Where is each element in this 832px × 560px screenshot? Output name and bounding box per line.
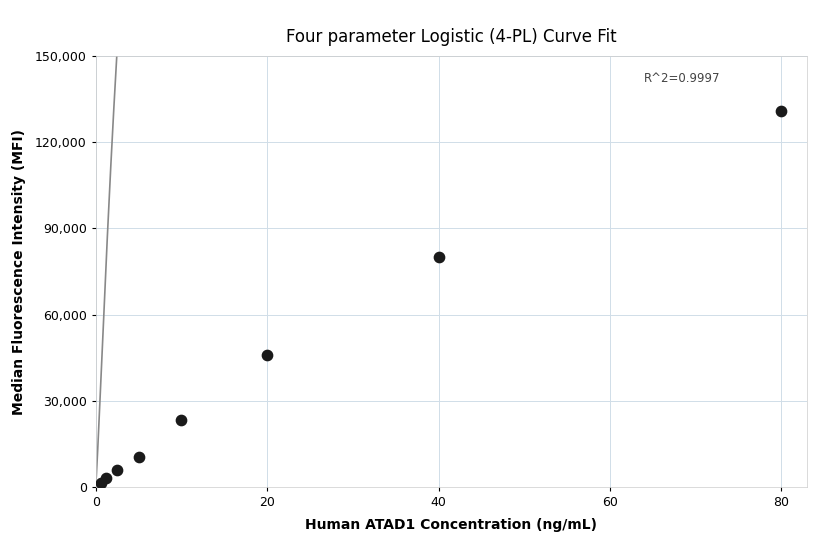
Point: [132, 452, 146, 461]
Point: [111, 465, 124, 474]
Point: [775, 106, 788, 115]
Point: [260, 351, 274, 360]
Point: [94, 478, 107, 487]
Point: [432, 253, 445, 262]
Point: [175, 415, 188, 424]
X-axis label: Human ATAD1 Concentration (ng/mL): Human ATAD1 Concentration (ng/mL): [305, 517, 597, 531]
Text: R^2=0.9997: R^2=0.9997: [644, 72, 721, 85]
Y-axis label: Median Fluorescence Intensity (MFI): Median Fluorescence Intensity (MFI): [12, 129, 27, 414]
Point: [100, 474, 113, 483]
Title: Four parameter Logistic (4-PL) Curve Fit: Four parameter Logistic (4-PL) Curve Fit: [286, 28, 617, 46]
